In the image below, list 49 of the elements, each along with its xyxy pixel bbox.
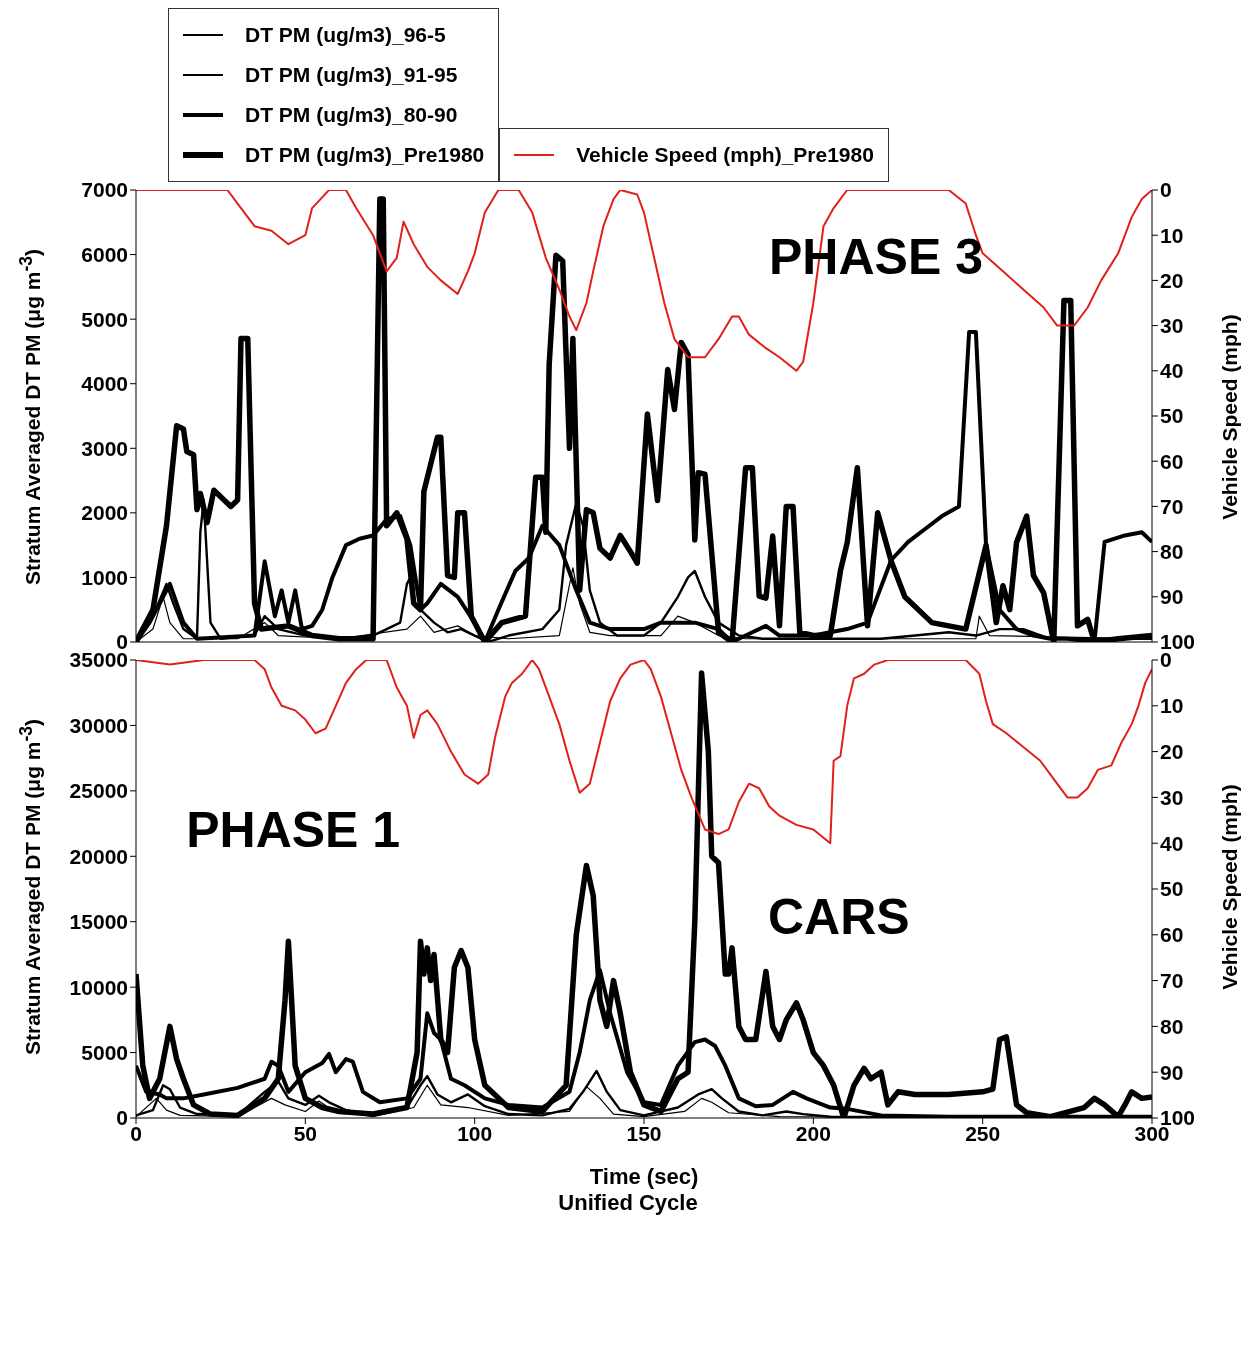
y-tick-label: 2000 <box>81 501 128 525</box>
x-axis-title: Time (sec) <box>589 1164 699 1189</box>
y-tick-label: 20000 <box>69 844 128 868</box>
y2-tick-label: 90 <box>1160 585 1184 609</box>
y2-tick-label: 50 <box>1160 877 1184 901</box>
annotation: CARS <box>767 887 910 946</box>
y2-tick-label: 10 <box>1160 223 1184 247</box>
y2-tick-label: 90 <box>1160 1060 1184 1084</box>
y2-axis-title: Vehicle Speed (mph) <box>1218 784 1242 990</box>
annotation: PHASE 1 <box>186 801 401 860</box>
legend-label: Vehicle Speed (mph)_Pre1980 <box>576 143 874 167</box>
y-tick-label: 3000 <box>81 436 128 460</box>
y2-tick-label: 70 <box>1160 494 1184 518</box>
y-tick-label: 4000 <box>81 372 128 396</box>
legend-label: DT PM (ug/m3)_91-95 <box>245 63 458 87</box>
y2-tick-label: 0 <box>1160 178 1172 202</box>
y-tick-label: 5000 <box>81 307 128 331</box>
y2-tick-label: 40 <box>1160 359 1184 383</box>
x-tick-label: 50 <box>293 1121 318 1145</box>
y2-tick-label: 80 <box>1160 540 1184 564</box>
y-tick-label: 0 <box>116 1106 128 1130</box>
y2-tick-label: 60 <box>1160 923 1184 947</box>
y2-tick-label: 20 <box>1160 268 1184 292</box>
y2-tick-label: 40 <box>1160 831 1184 855</box>
y2-tick-label: 30 <box>1160 785 1184 809</box>
y-tick-label: 7000 <box>81 178 128 202</box>
x-tick-label: 200 <box>795 1121 831 1145</box>
legend-label: DT PM (ug/m3)_Pre1980 <box>245 143 485 167</box>
y2-tick-label: 80 <box>1160 1014 1184 1038</box>
y2-tick-label: 70 <box>1160 969 1184 993</box>
x-tick-label: 250 <box>965 1121 1001 1145</box>
y2-tick-label: 20 <box>1160 740 1184 764</box>
y-tick-label: 1000 <box>81 565 128 589</box>
text: Unified Cycle <box>558 1189 698 1216</box>
y-tick-label: 10000 <box>69 975 128 999</box>
y-tick-label: 30000 <box>69 713 128 737</box>
y2-tick-label: 30 <box>1160 314 1184 338</box>
y-tick-label: 15000 <box>69 910 128 934</box>
x-tick-label: 100 <box>457 1121 493 1145</box>
legend-label: DT PM (ug/m3)_80-90 <box>245 103 458 127</box>
y2-axis-title: Vehicle Speed (mph) <box>1218 314 1242 520</box>
y2-tick-label: 10 <box>1160 694 1184 718</box>
y-tick-label: 5000 <box>81 1041 128 1065</box>
y2-tick-label: 60 <box>1160 449 1184 473</box>
y2-tick-label: 50 <box>1160 404 1184 428</box>
y-tick-label: 6000 <box>81 243 128 267</box>
x-tick-label: 150 <box>626 1121 662 1145</box>
legend-label: DT PM (ug/m3)_96-5 <box>245 23 446 47</box>
y-tick-label: 25000 <box>69 779 128 803</box>
